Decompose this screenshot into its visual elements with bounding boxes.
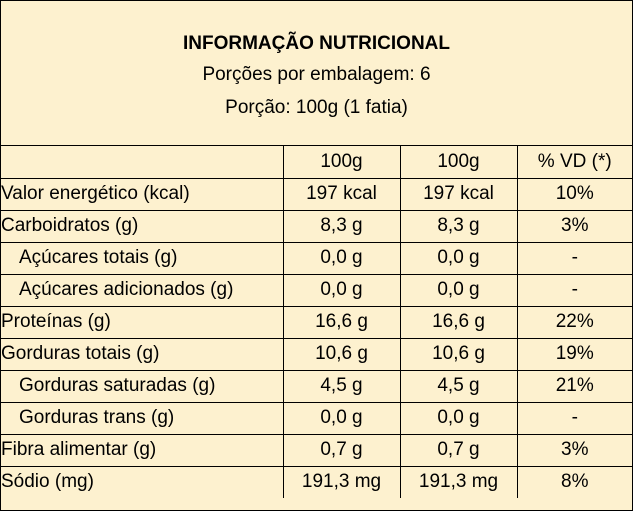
daily-value-percent: 22% xyxy=(516,305,632,339)
value-per-portion: 16,6 g xyxy=(399,305,518,339)
label-header: INFORMAÇÃO NUTRICIONAL Porções por embal… xyxy=(1,1,632,146)
daily-value-percent: 3% xyxy=(516,433,632,467)
value-per-portion: 4,5 g xyxy=(399,369,518,403)
column-header-per-100g: 100g xyxy=(282,146,401,179)
value-per-portion: 191,3 mg xyxy=(399,465,518,498)
daily-value-percent: 8% xyxy=(516,465,632,498)
nutrient-name: Açúcares adicionados (g) xyxy=(1,273,284,307)
daily-value-percent: 10% xyxy=(516,177,632,211)
nutrient-name: Açúcares totais (g) xyxy=(1,241,284,275)
table-row: Açúcares totais (g) 0,0 g 0,0 g - xyxy=(1,241,632,275)
nutrient-name: Gorduras totais (g) xyxy=(1,337,284,371)
value-per-portion: 8,3 g xyxy=(399,209,518,243)
table-row: Carboidratos (g) 8,3 g 8,3 g 3% xyxy=(1,209,632,243)
daily-value-percent: - xyxy=(516,241,632,275)
daily-value-percent: 3% xyxy=(516,209,632,243)
daily-value-percent: - xyxy=(516,273,632,307)
table-header-row: 100g 100g % VD (*) xyxy=(1,146,632,179)
table-row: Gorduras totais (g) 10,6 g 10,6 g 19% xyxy=(1,337,632,371)
nutrient-name: Sódio (mg) xyxy=(1,465,284,498)
daily-value-percent: 21% xyxy=(516,369,632,403)
table-row: Gorduras trans (g) 0,0 g 0,0 g - xyxy=(1,401,632,435)
value-per-100g: 0,7 g xyxy=(282,433,401,467)
value-per-100g: 0,0 g xyxy=(282,273,401,307)
nutrient-name: Valor energético (kcal) xyxy=(1,177,284,211)
daily-value-percent: - xyxy=(516,401,632,435)
column-header-daily-value: % VD (*) xyxy=(516,146,632,179)
label-title: INFORMAÇÃO NUTRICIONAL xyxy=(182,33,451,54)
daily-value-percent: 19% xyxy=(516,337,632,371)
column-header-per-portion: 100g xyxy=(399,146,518,179)
value-per-100g: 16,6 g xyxy=(282,305,401,339)
table-row: Fibra alimentar (g) 0,7 g 0,7 g 3% xyxy=(1,433,632,467)
table-row: Valor energético (kcal) 197 kcal 197 kca… xyxy=(1,177,632,211)
value-per-portion: 0,7 g xyxy=(399,433,518,467)
value-per-100g: 191,3 mg xyxy=(282,465,401,498)
value-per-100g: 8,3 g xyxy=(282,209,401,243)
column-header-nutrient xyxy=(1,146,284,179)
nutrient-name: Proteínas (g) xyxy=(1,305,284,339)
servings-per-package: Porções por embalagem: 6 xyxy=(202,64,431,85)
table-row: Açúcares adicionados (g) 0,0 g 0,0 g - xyxy=(1,273,632,307)
value-per-portion: 0,0 g xyxy=(399,241,518,275)
table-row: Sódio (mg) 191,3 mg 191,3 mg 8% xyxy=(1,465,632,498)
nutrient-name: Gorduras saturadas (g) xyxy=(1,369,284,403)
value-per-portion: 0,0 g xyxy=(399,401,518,435)
nutrient-name: Carboidratos (g) xyxy=(1,209,284,243)
nutrition-table: 100g 100g % VD (*) Valor energético (kca… xyxy=(1,146,632,498)
serving-size: Porção: 100g (1 fatia) xyxy=(225,97,408,118)
value-per-100g: 0,0 g xyxy=(282,401,401,435)
value-per-100g: 10,6 g xyxy=(282,337,401,371)
table-row: Proteínas (g) 16,6 g 16,6 g 22% xyxy=(1,305,632,339)
value-per-portion: 197 kcal xyxy=(399,177,518,211)
value-per-100g: 0,0 g xyxy=(282,241,401,275)
nutrient-name: Fibra alimentar (g) xyxy=(1,433,284,467)
value-per-100g: 197 kcal xyxy=(282,177,401,211)
nutrient-name: Gorduras trans (g) xyxy=(1,401,284,435)
value-per-100g: 4,5 g xyxy=(282,369,401,403)
value-per-portion: 0,0 g xyxy=(399,273,518,307)
value-per-portion: 10,6 g xyxy=(399,337,518,371)
table-row: Gorduras saturadas (g) 4,5 g 4,5 g 21% xyxy=(1,369,632,403)
